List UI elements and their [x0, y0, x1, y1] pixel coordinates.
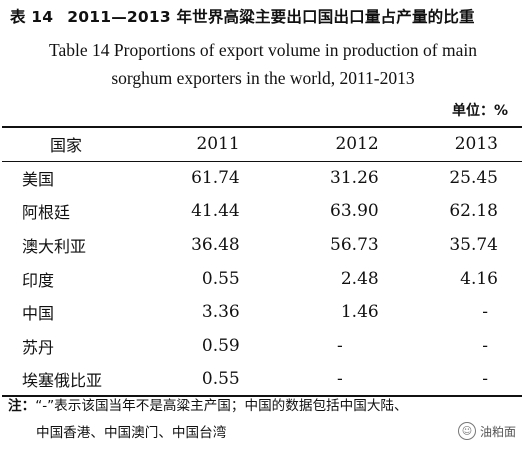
- header-2013: 2013: [378, 126, 522, 162]
- cell-value: 56.73: [330, 234, 379, 255]
- note-line1: “-”表示该国当年不是高粱主产国；中国的数据包括中国大陆、: [35, 398, 408, 414]
- table-row: 埃塞俄比亚 0.55 - -: [2, 362, 522, 398]
- header-country: 国家: [2, 126, 153, 162]
- wechat-icon: ☺: [457, 422, 476, 440]
- export-proportion-table: 国家 2011 2012 2013 美国 61.74 31.26 25.45 阿…: [2, 126, 522, 398]
- cell-value: 31.26: [330, 168, 379, 189]
- header-2012: 2012: [239, 126, 379, 162]
- table-row: 印度 0.55 2.48 4.16: [2, 262, 522, 296]
- watermark-text: 油粕面: [479, 424, 516, 439]
- cell-value: 1.46: [340, 302, 379, 323]
- table-number: 表 14: [10, 8, 54, 26]
- watermark: ☺ 油粕面: [457, 422, 516, 440]
- table-row: 澳大利亚 36.48 56.73 35.74: [2, 228, 522, 262]
- cell-value: 62.18: [449, 201, 498, 222]
- cell-value: -: [239, 362, 379, 398]
- cell-value: -: [482, 335, 488, 356]
- note-label: 注：: [8, 398, 36, 414]
- cell-value: 2.48: [340, 268, 379, 289]
- table-note: 注：“-”表示该国当年不是高粱主产国；中国的数据包括中国大陆、 中国香港、中国澳…: [8, 393, 523, 447]
- table-row: 美国 61.74 31.26 25.45: [2, 161, 522, 195]
- cell-value: 35.74: [449, 234, 498, 255]
- cell-country: 苏丹: [22, 337, 55, 357]
- cell-value: 0.55: [201, 268, 240, 289]
- cell-value: 0.59: [201, 335, 240, 356]
- table-title-cn-text: 2011—2013 年世界高粱主要出口国出口量占产量的比重: [67, 8, 475, 26]
- cell-value: -: [482, 302, 488, 323]
- cell-country: 阿根廷: [22, 203, 71, 223]
- table-row: 中国 3.36 1.46 -: [2, 295, 522, 329]
- cell-value: 0.55: [152, 362, 240, 398]
- table-title-en: Table 14 Proportions of export volume in…: [0, 36, 526, 92]
- cell-value: 3.36: [201, 302, 240, 323]
- cell-value: 4.16: [460, 268, 498, 289]
- cell-country: 印度: [22, 270, 55, 290]
- table-row: 阿根廷 41.44 63.90 62.18: [2, 195, 522, 229]
- cell-value: 41.44: [191, 201, 240, 222]
- table-row: 苏丹 0.59 - -: [2, 329, 522, 363]
- table-title-en-line1: Table 14 Proportions of export volume in…: [49, 40, 477, 60]
- cell-country: 澳大利亚: [22, 236, 87, 256]
- cell-value: 61.74: [191, 168, 240, 189]
- note-line2: 中国香港、中国澳门、中国台湾: [36, 425, 227, 441]
- header-2011: 2011: [152, 126, 240, 162]
- table-title-cn: 表 14 2011—2013 年世界高粱主要出口国出口量占产量的比重: [10, 5, 520, 27]
- cell-country: 美国: [22, 170, 55, 190]
- cell-value: -: [336, 335, 343, 356]
- table-title-en-line2: sorghum exporters in the world, 2011-201…: [111, 68, 415, 88]
- cell-value: -: [378, 362, 522, 398]
- cell-country: 埃塞俄比亚: [2, 362, 153, 398]
- cell-value: 25.45: [449, 168, 498, 189]
- table-header-row: 国家 2011 2012 2013: [2, 126, 522, 162]
- unit-label: 单位：%: [451, 103, 508, 119]
- cell-value: 36.48: [191, 234, 240, 255]
- cell-country: 中国: [22, 304, 55, 324]
- cell-value: 63.90: [330, 201, 379, 222]
